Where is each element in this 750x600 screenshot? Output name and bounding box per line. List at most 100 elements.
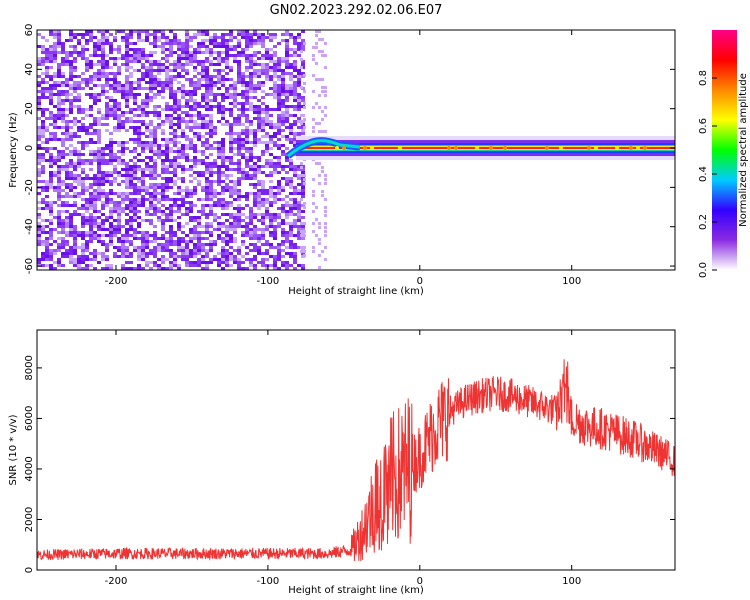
spectrogram-cell: [41, 255, 45, 258]
spectrogram-cell: [253, 39, 257, 42]
spectrogram-cell: [297, 192, 301, 195]
spectrogram-cell: [141, 174, 145, 177]
spectrogram-cell: [177, 225, 181, 228]
spectrogram-cell: [41, 153, 45, 156]
spectrogram-cell: [281, 81, 285, 84]
spectrogram-cell: [241, 225, 245, 228]
spectrogram-cell: [318, 226, 321, 229]
spectrogram-cell: [161, 198, 165, 201]
spectrogram-cell: [285, 57, 289, 60]
spectrogram-cell: [241, 171, 245, 174]
spectrogram-cell: [281, 249, 285, 252]
spectrogram-cell: [261, 120, 265, 123]
spectrogram-cell: [81, 48, 85, 51]
spectrogram-cell: [129, 57, 133, 60]
spectrogram-cell: [201, 171, 205, 174]
spectrogram-cell: [49, 219, 53, 222]
spectrogram-cell: [57, 195, 61, 198]
spectrogram-cell: [205, 198, 209, 201]
spectrogram-cell: [61, 81, 65, 84]
signal-speckle: [503, 146, 507, 151]
spectrogram-cell: [297, 45, 301, 48]
spectrogram-cell: [201, 105, 205, 108]
spectrogram-cell: [245, 156, 249, 159]
spectrogram-cell: [300, 50, 303, 53]
spectrogram-cell: [89, 168, 93, 171]
spectrogram-cell: [41, 51, 45, 54]
spectrogram-cell: [85, 81, 89, 84]
colorbar-tick-label: 0.6: [698, 118, 709, 134]
spectrogram-cell: [173, 129, 177, 132]
spectrogram-cell: [245, 174, 249, 177]
spectrogram-cell: [137, 192, 141, 195]
spectrogram-cell: [97, 120, 101, 123]
spectrogram-cell: [125, 261, 129, 264]
spectrogram-cell: [149, 99, 153, 102]
spectrogram-cell: [301, 195, 305, 198]
spectrogram-cell: [269, 216, 273, 219]
spectrogram-cell: [300, 122, 303, 125]
spectrogram-cell: [153, 135, 157, 138]
spectrogram-cell: [181, 129, 185, 132]
spectrogram-cell: [257, 234, 261, 237]
spectrogram-cell: [189, 36, 193, 39]
spectrogram-cell: [149, 192, 153, 195]
spectrogram-cell: [133, 147, 137, 150]
spectrogram-cell: [169, 150, 173, 153]
spectrogram-cell: [105, 198, 109, 201]
spectrogram-cell: [237, 249, 241, 252]
spectrogram-cell: [269, 69, 273, 72]
spectrogram-cell: [77, 84, 81, 87]
spectrogram-cell: [293, 225, 297, 228]
spectrogram-cell: [49, 57, 53, 60]
spectrogram-cell: [57, 81, 61, 84]
spectrogram-cell: [141, 30, 145, 33]
spectrogram-cell: [105, 201, 109, 204]
spectrogram-cell: [285, 195, 289, 198]
spectrogram-cell: [97, 45, 101, 48]
spectrogram-cell: [241, 105, 245, 108]
spectrogram-cell: [209, 249, 213, 252]
spectrogram-cell: [217, 45, 221, 48]
spectrogram-cell: [57, 246, 61, 249]
spectrogram-cell: [109, 105, 113, 108]
spectrogram-cell: [237, 195, 241, 198]
spectrogram-cell: [257, 228, 261, 231]
spectrogram-cell: [269, 255, 273, 258]
spectrogram-cell: [65, 192, 69, 195]
spectrogram-cell: [315, 122, 318, 125]
spectrogram-cell: [241, 102, 245, 105]
spectrogram-cell: [133, 201, 137, 204]
spectrogram-cell: [261, 180, 265, 183]
spectrogram-cell: [285, 87, 289, 90]
spectrogram-cell: [153, 162, 157, 165]
spectrogram-cell: [129, 138, 133, 141]
spectrogram-cell: [105, 123, 109, 126]
spectrogram-cell: [141, 189, 145, 192]
spectrogram-cell: [241, 81, 245, 84]
spectrogram-cell: [205, 105, 209, 108]
spectrogram-cell: [69, 54, 73, 57]
spectrogram-cell: [73, 123, 77, 126]
spectrogram-cell: [129, 84, 133, 87]
colorbar-tick-label: 0.8: [698, 70, 709, 86]
spectrogram-cell: [61, 132, 65, 135]
spectrogram-cell: [141, 267, 145, 270]
spectrogram-cell: [149, 144, 153, 147]
spectrogram-cell: [257, 180, 261, 183]
spectrogram-cell: [189, 255, 193, 258]
spectrogram-cell: [315, 102, 318, 105]
spectrogram-cell: [217, 75, 221, 78]
spectrogram-cell: [181, 63, 185, 66]
spectrogram-cell: [233, 240, 237, 243]
spectrogram-cell: [303, 174, 306, 177]
spectrogram-cell: [129, 216, 133, 219]
spectrogram-cell: [221, 231, 225, 234]
spectrogram-cell: [285, 33, 289, 36]
spectrogram-cell: [301, 30, 305, 33]
spectrogram-cell: [277, 60, 281, 63]
spectrogram-cell: [221, 159, 225, 162]
spectrogram-cell: [269, 222, 273, 225]
spectrogram-cell: [113, 225, 117, 228]
spectrogram-cell: [137, 144, 141, 147]
